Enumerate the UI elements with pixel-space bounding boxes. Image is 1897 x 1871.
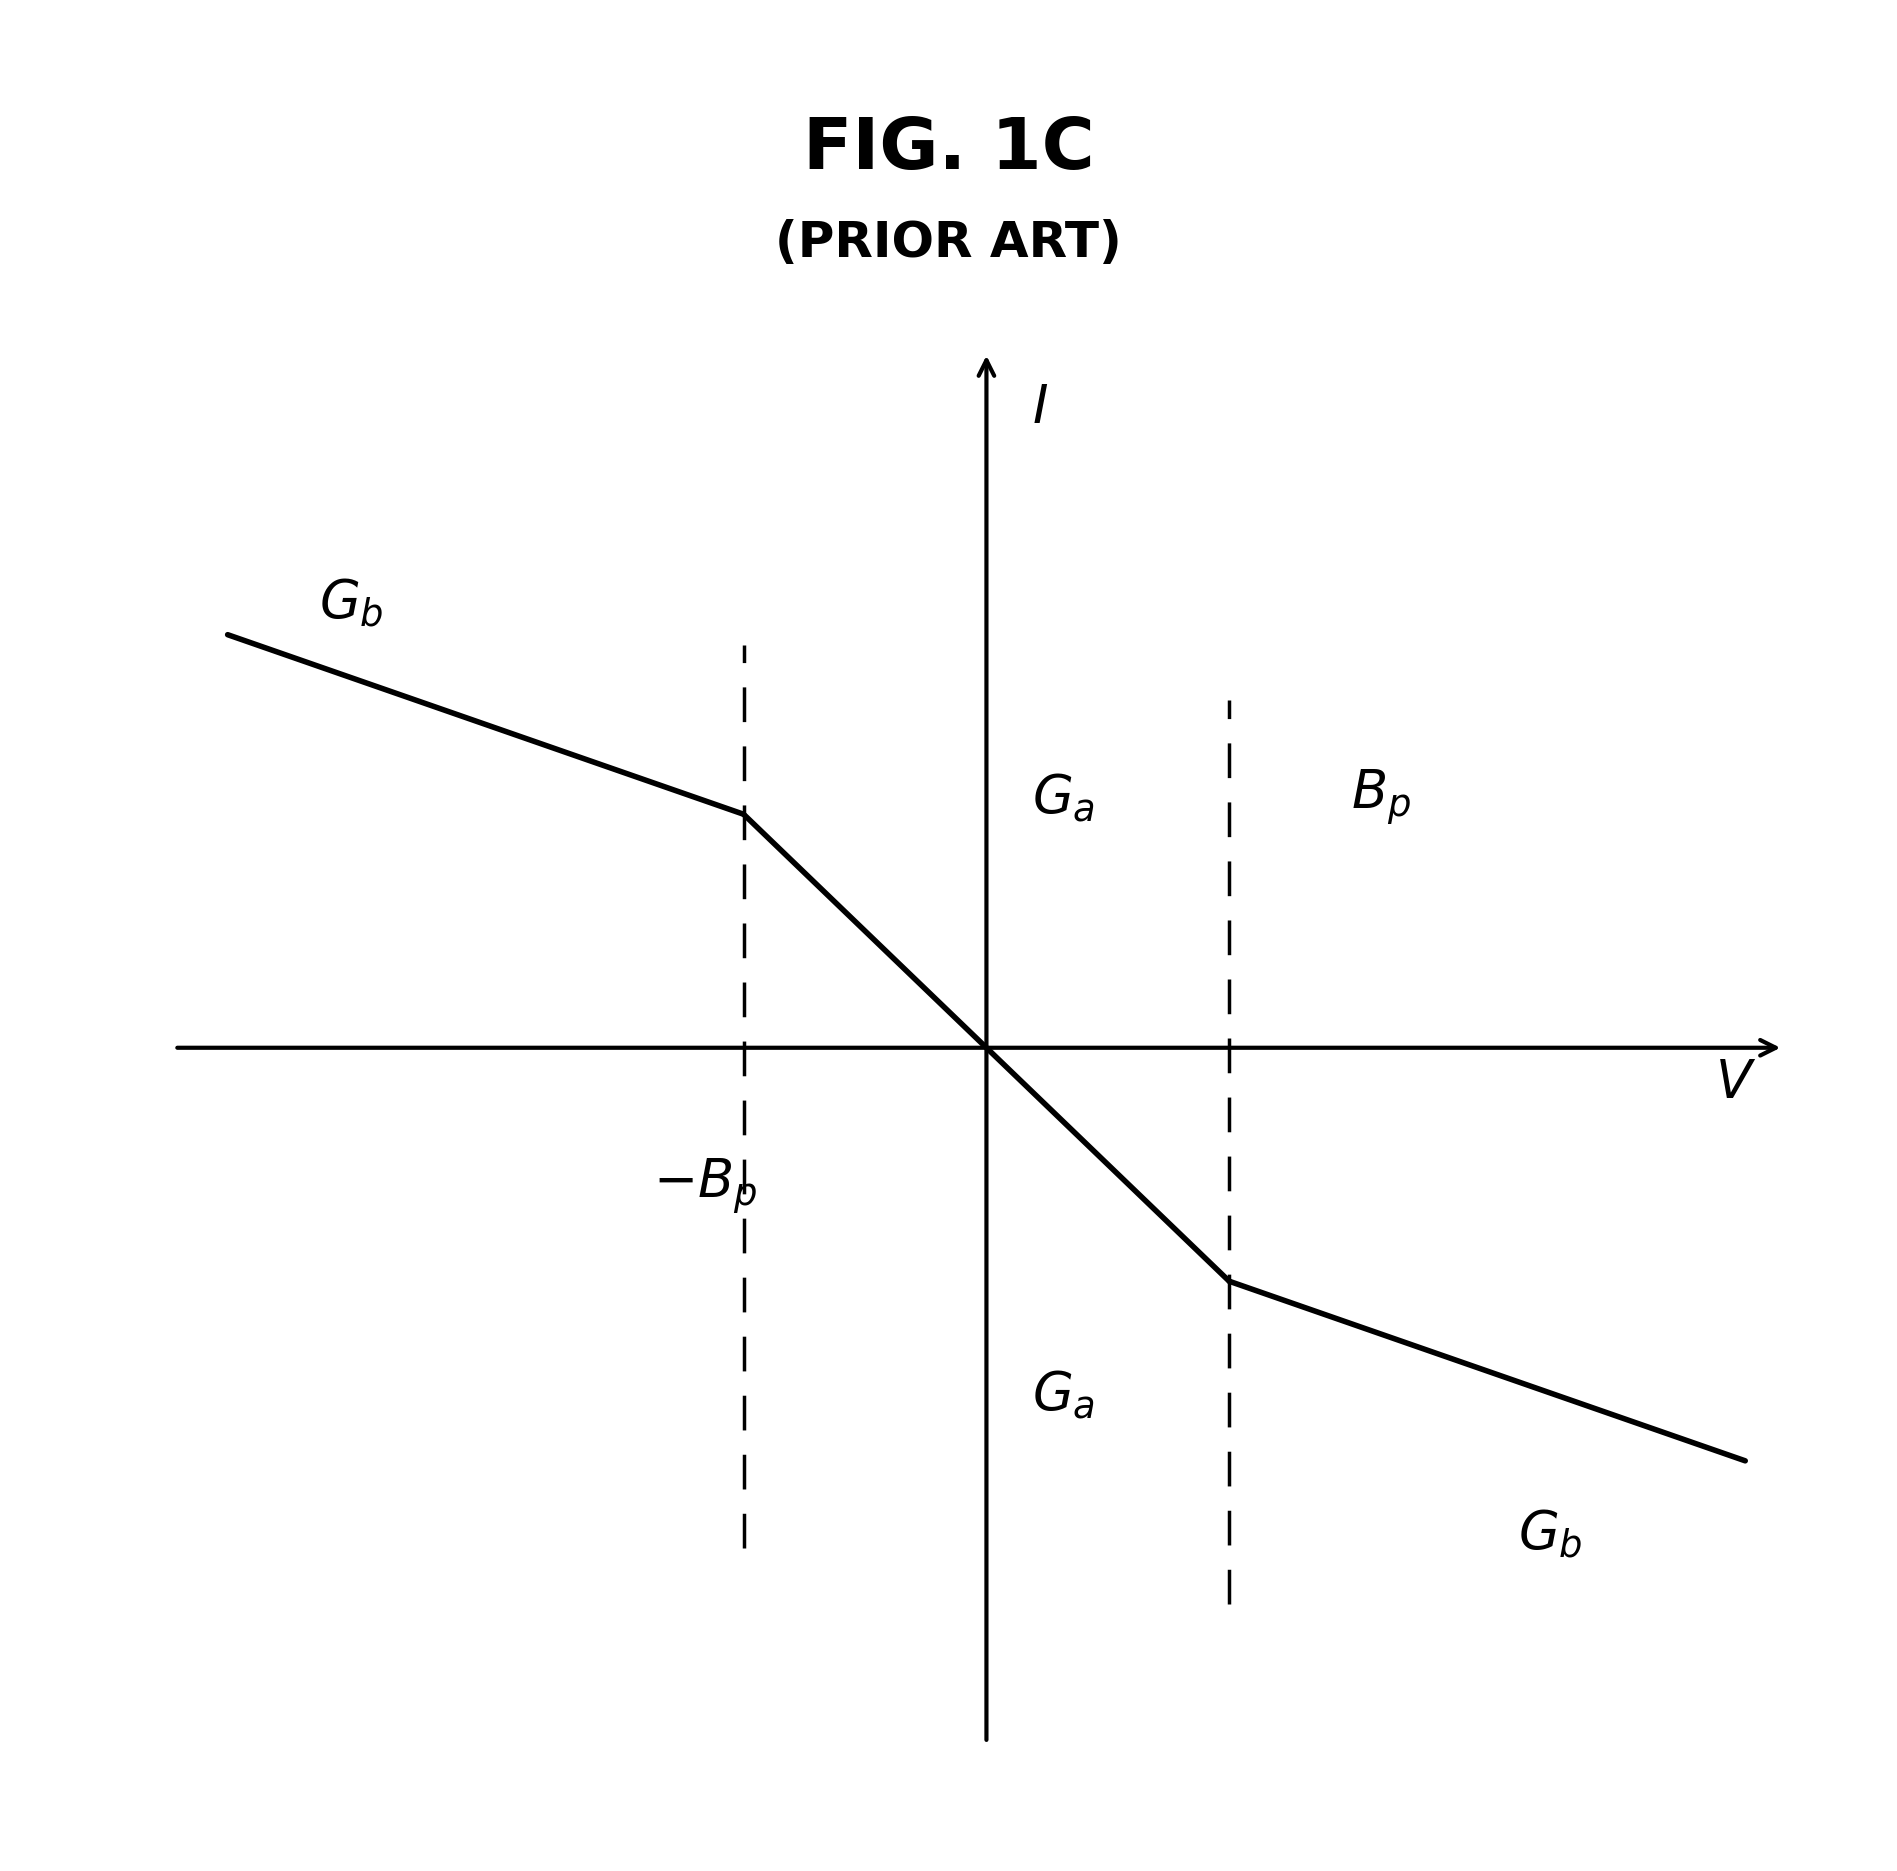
Text: $B_p$: $B_p$: [1351, 767, 1411, 827]
Text: $G_a$: $G_a$: [1032, 771, 1095, 823]
Text: $-B_p$: $-B_p$: [653, 1156, 757, 1216]
Text: $G_b$: $G_b$: [1518, 1508, 1582, 1560]
Text: (PRIOR ART): (PRIOR ART): [776, 219, 1121, 268]
Text: $I$: $I$: [1032, 382, 1049, 434]
Text: FIG. 1C: FIG. 1C: [802, 116, 1095, 183]
Text: $G_b$: $G_b$: [319, 576, 383, 629]
Text: $V$: $V$: [1715, 1057, 1757, 1108]
Text: $G_a$: $G_a$: [1032, 1370, 1095, 1422]
